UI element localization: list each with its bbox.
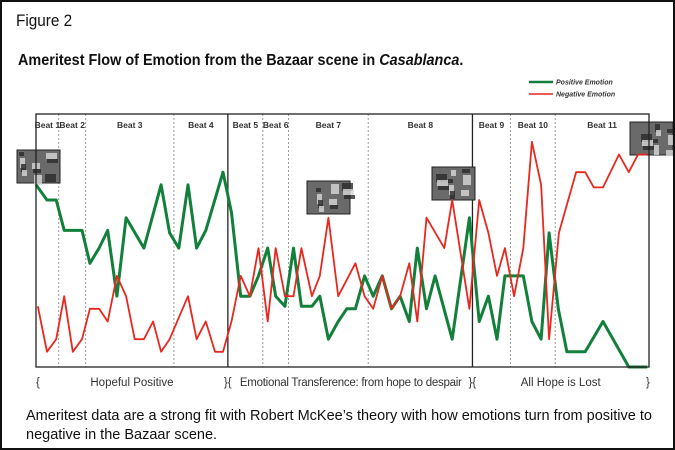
plot-frame [35,113,650,368]
legend: Positive Emotion Negative Emotion [529,80,615,99]
photo-detail [21,164,26,172]
caption: Ameritest data are a strong fit with Rob… [26,408,652,443]
beat-label: Beat 7 [316,120,342,130]
beat-label: Beat 4 [188,120,214,130]
photo-detail [641,134,652,142]
photo-detail [450,191,455,199]
photo-detail [462,169,470,173]
photo-detail [437,180,448,186]
legend-label: Negative Emotion [556,92,615,99]
photo-detail [47,159,58,163]
scene-photo [431,166,476,201]
photo-detail [22,170,27,176]
photo-detail [655,124,660,132]
scene-photo [629,121,673,156]
photo-detail [331,184,339,194]
photo-detail [654,145,659,155]
act-bracket: }{ [468,377,476,389]
act-label: All Hope is Lost [521,377,602,389]
photo-detail [34,175,42,185]
photo-detail [317,194,322,204]
photo-detail [642,140,653,146]
title-end: . [459,52,464,69]
beat-label: Beat 9 [479,120,505,130]
legend-label: Positive Emotion [556,80,613,87]
photo-detail [343,189,354,195]
photo-detail [653,139,658,143]
photo-detail [461,190,469,196]
photo-detail [438,186,449,190]
act-label: Hopeful Positive [90,377,173,389]
photo-detail [329,199,337,205]
photo-detail [448,179,453,183]
title-film-name: Casablanca [379,52,460,69]
beat-label: Beat 5 [233,120,259,130]
photo-detail [344,195,355,199]
scene-photos [16,121,673,215]
beat-label: Beat 6 [263,120,289,130]
beat-labels: Beat 1 Beat 2 Beat 3 Beat 4 Beat 5 Beat 6 Beat… [35,120,618,130]
photo-detail [330,205,338,209]
photo-detail [436,174,447,182]
negative-emotion-line [36,140,648,353]
series-lines [34,140,648,369]
photo-detail [451,170,456,176]
act-bracket: { [36,377,40,389]
photo-detail [33,169,41,173]
photo-detail [668,135,673,145]
photo-detail [667,129,673,133]
beat-label: Beat 10 [518,120,549,130]
act-bracket-close: } [646,377,650,389]
photo-detail [319,206,324,212]
title-text: Ameritest Flow of Emotion from the Bazaa… [18,52,380,69]
photo-detail [342,183,353,191]
scene-photo [306,180,355,215]
scene-photo [16,149,61,185]
chart-title: Ameritest Flow of Emotion from the Bazaa… [18,52,463,70]
photo-detail [449,185,454,195]
photo-detail [45,174,56,182]
beat-label: Beat 11 [587,120,617,130]
photo-detail [20,158,25,168]
photo-detail [666,150,673,156]
photo-detail [318,200,323,208]
act-labels: { Hopeful Positive }{ Emotional Transferenc… [36,377,650,389]
beat-label: Beat 3 [117,120,143,130]
photo-detail [463,175,471,185]
beat-label: Beat 1 [35,120,61,130]
photo-detail [316,188,321,192]
positive-emotion-line [34,170,648,369]
beat-label: Beat 8 [408,120,434,130]
photo-detail [656,130,661,136]
figure-label: Figure 2 [16,11,73,30]
photo-detail [19,152,24,156]
act-bracket: }{ [224,377,232,389]
act-label: Emotional Transference: from hope to des… [240,377,462,389]
beat-label: Beat 2 [59,120,85,130]
photo-detail [46,153,57,159]
